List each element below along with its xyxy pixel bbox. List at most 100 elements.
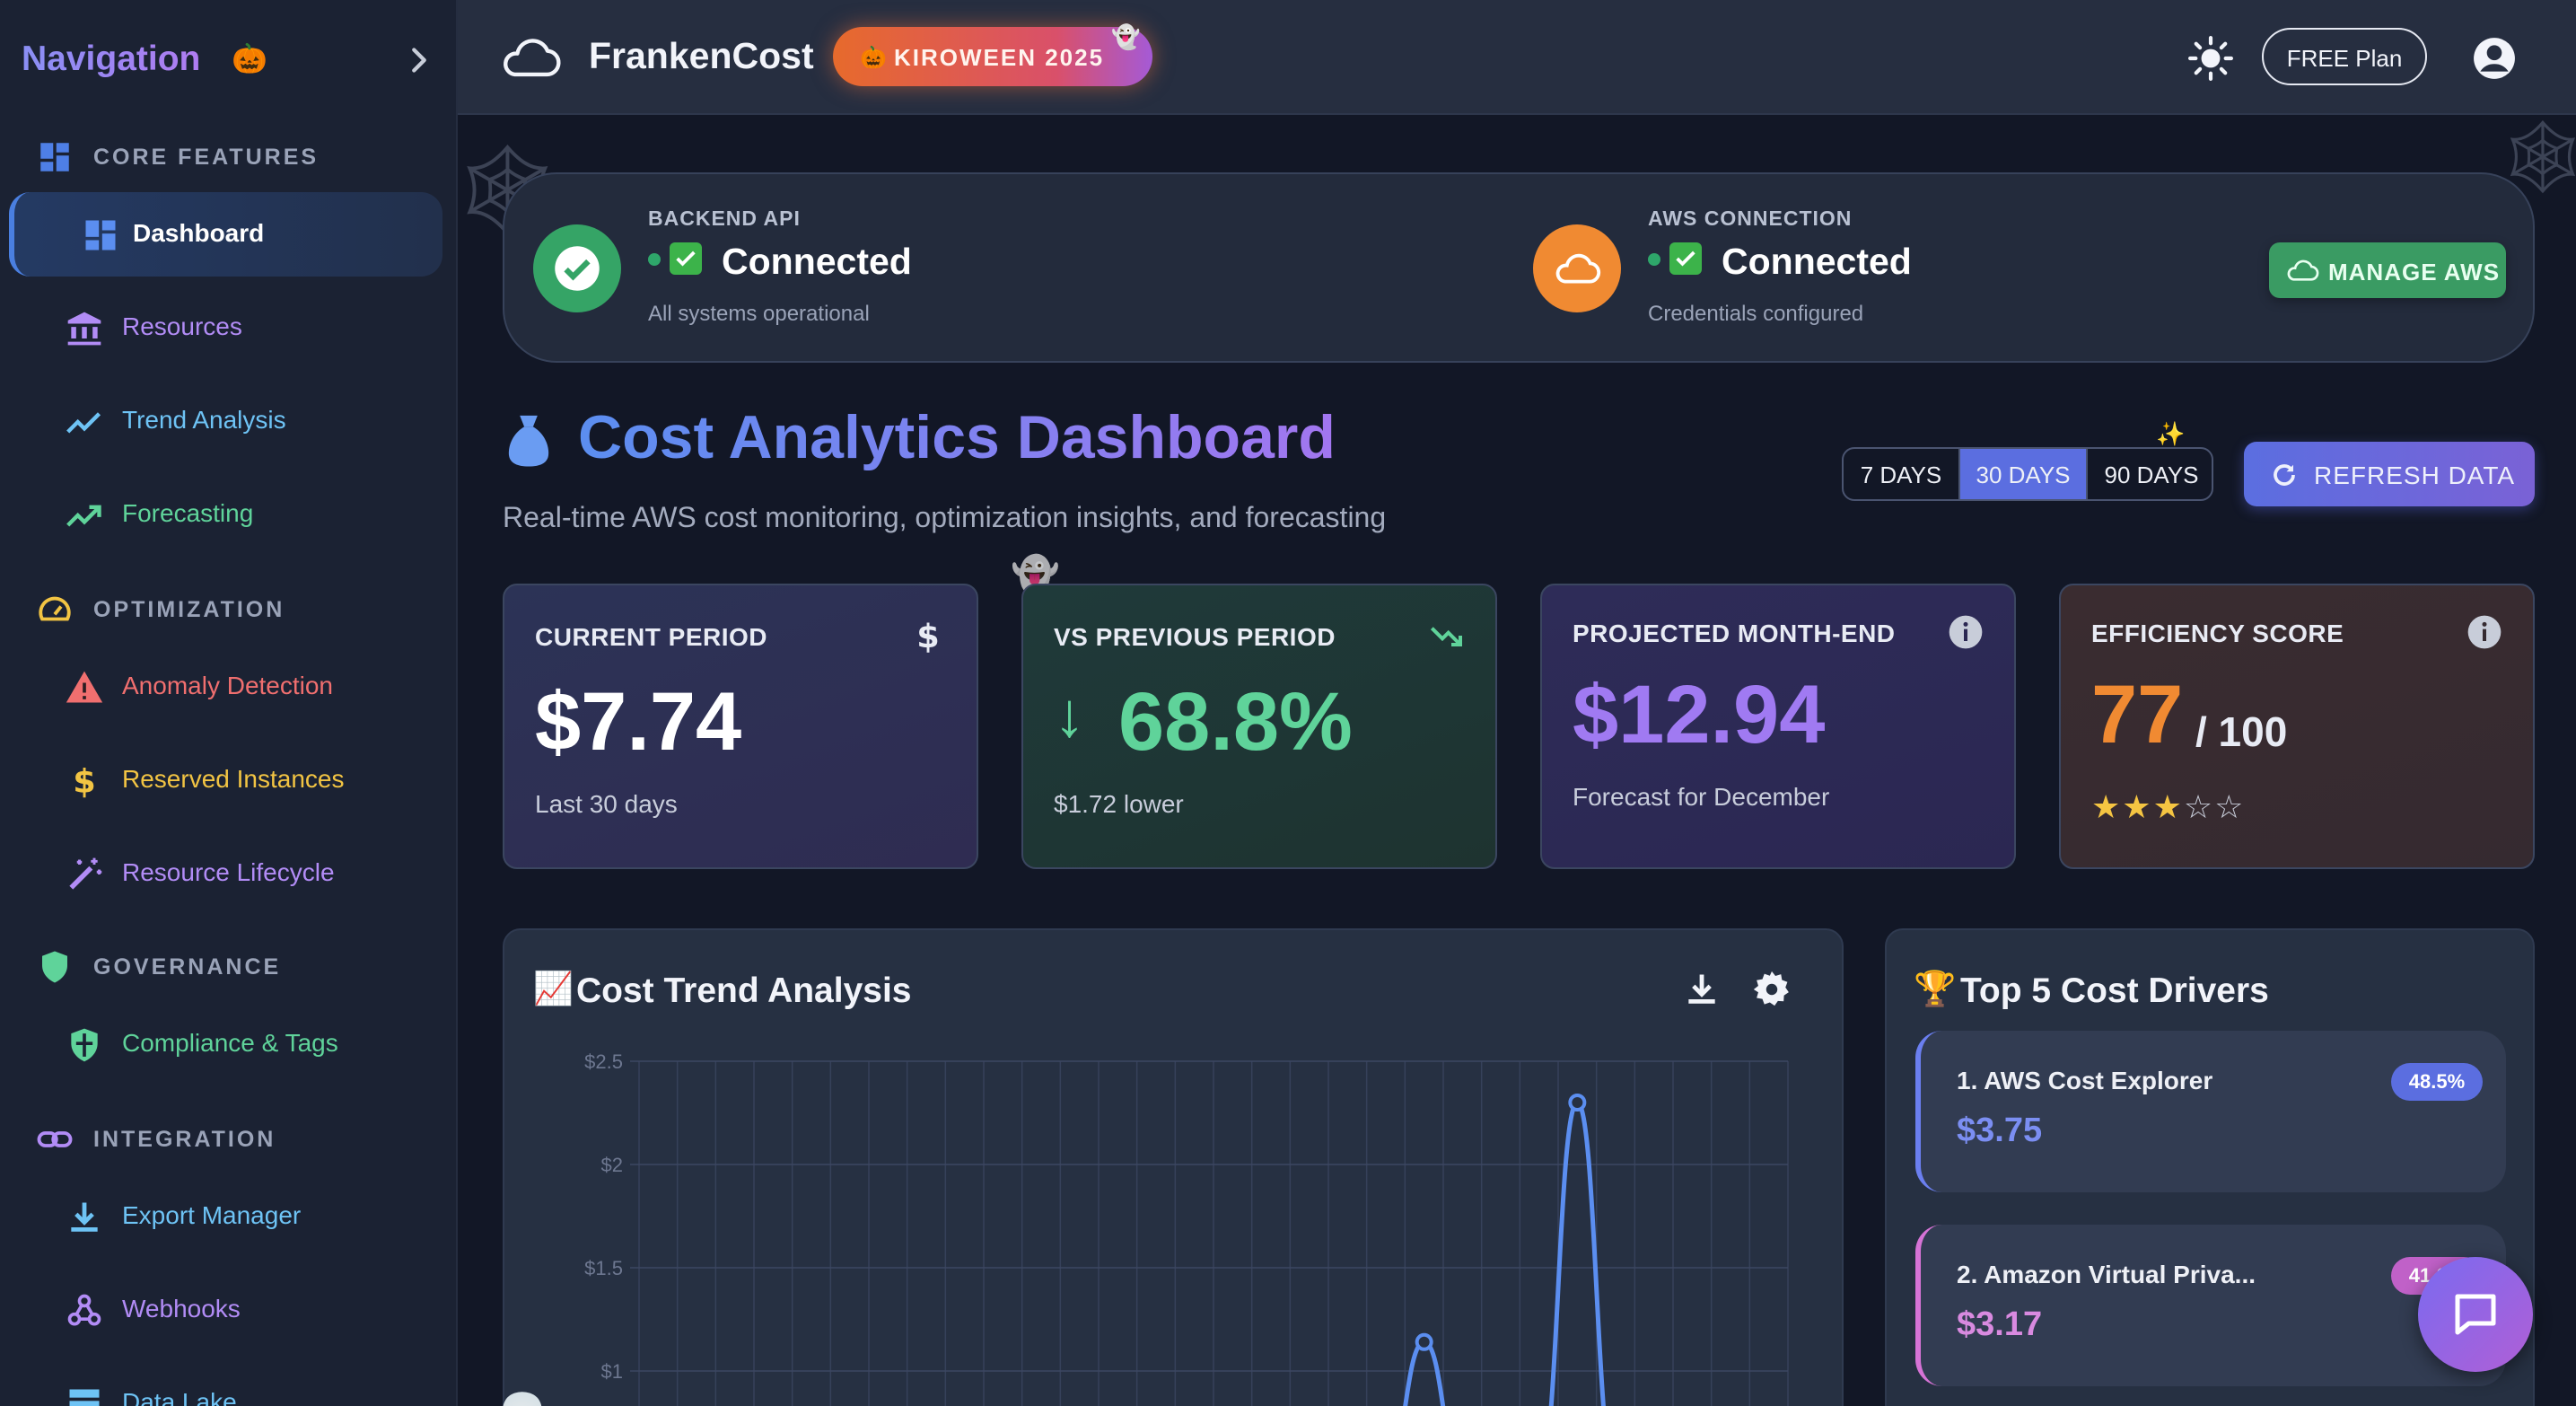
kpi-label: VS PREVIOUS PERIOD	[1054, 623, 1336, 651]
sidebar-item-label: Trend Analysis	[122, 406, 286, 434]
sidebar-item-label: Anomaly Detection	[122, 672, 334, 699]
sidebar: Navigation 🎃 CORE FEATURES Dashboard	[0, 0, 458, 1406]
section-governance: GOVERNANCE	[36, 945, 413, 986]
backend-label: BACKEND API	[648, 207, 801, 230]
driver-item[interactable]: 2. Amazon Virtual Priva... $3.17 41.0%	[1915, 1225, 2506, 1386]
webhook-icon	[67, 1294, 101, 1326]
cost-trend-chart: $2.5 $2 $1.5 $1	[584, 1050, 1789, 1406]
sidebar-item-trend-analysis[interactable]: Trend Analysis	[9, 379, 442, 463]
sidebar-item-forecasting[interactable]: Forecasting	[9, 472, 442, 557]
sidebar-item-compliance-tags[interactable]: Compliance & Tags	[9, 1002, 442, 1086]
kpi-sub: Last 30 days	[535, 790, 678, 818]
sidebar-item-dashboard[interactable]: Dashboard	[9, 192, 442, 277]
skull-icon: 💀	[495, 1390, 549, 1406]
section-integration: INTEGRATION	[36, 1117, 413, 1158]
backend-status-value: Connected	[722, 241, 912, 282]
driver-item[interactable]: 1. AWS Cost Explorer $3.75 48.5%	[1915, 1031, 2506, 1192]
data-point	[1568, 1094, 1587, 1112]
sidebar-item-label: Resource Lifecycle	[122, 858, 335, 886]
section-label: OPTIMIZATION	[93, 597, 285, 622]
info-icon[interactable]	[1948, 614, 1984, 650]
series-line	[1403, 1100, 1606, 1406]
chart-emoji-icon: 📈	[533, 970, 574, 1006]
kpi-vs-previous: VS PREVIOUS PERIOD ↓ 68.8% $1.72 lower	[1021, 584, 1497, 869]
sidebar-item-label: Webhooks	[122, 1295, 241, 1323]
section-optimization: OPTIMIZATION	[36, 587, 413, 628]
speedometer-icon	[39, 596, 71, 621]
sidebar-item-data-lake[interactable]: Data Lake	[9, 1361, 442, 1406]
sidebar-item-resource-lifecycle[interactable]: Resource Lifecycle	[9, 831, 442, 916]
status-dot	[648, 253, 661, 266]
dollar-icon: $	[916, 618, 940, 654]
y-tick-label: $1.5	[584, 1257, 623, 1279]
sidebar-item-label: Compliance & Tags	[122, 1029, 338, 1057]
download-icon[interactable]	[1682, 970, 1722, 1009]
pumpkin-icon: 🎃	[232, 42, 267, 75]
range-90-days[interactable]: 90 DAYS	[2088, 449, 2212, 499]
kiroween-badge[interactable]: 🎃 KIROWEEN 2025 👻	[833, 23, 1152, 86]
manage-aws-button[interactable]: MANAGE AWS	[2269, 242, 2506, 298]
grid-icon	[40, 143, 69, 171]
refresh-data-button[interactable]: REFRESH DATA	[2244, 442, 2535, 506]
gear-icon[interactable]	[1752, 970, 1792, 1009]
cloud-icon	[504, 39, 561, 77]
warning-icon	[66, 671, 103, 703]
link-icon	[37, 1131, 73, 1147]
star-filled-icon: ★	[2122, 788, 2153, 825]
sidebar-item-label: Reserved Instances	[122, 765, 345, 793]
kpi-projected: PROJECTED MONTH-END $12.94 Forecast for …	[1540, 584, 2016, 869]
range-7-days[interactable]: 7 DAYS	[1844, 449, 1958, 499]
plan-button[interactable]: FREE Plan	[2262, 28, 2427, 85]
range-label: 7 DAYS	[1860, 461, 1942, 488]
driver-cost: $3.17	[1957, 1305, 2043, 1343]
sidebar-item-reserved-instances[interactable]: $ Reserved Instances	[9, 738, 442, 822]
pumpkin-icon: 🎃	[860, 46, 887, 70]
chat-button[interactable]	[2418, 1257, 2533, 1372]
aws-status-icon	[1533, 224, 1621, 312]
sidebar-item-label: Forecasting	[122, 499, 254, 527]
trend-line-icon	[66, 412, 101, 434]
svg-text:$: $	[73, 762, 96, 801]
range-30-days[interactable]: 30 DAYS	[1958, 449, 2088, 499]
app-brand[interactable]: FrankenCost	[589, 35, 814, 76]
chat-icon	[2455, 1294, 2496, 1335]
trending-up-icon	[66, 505, 101, 527]
sidebar-item-anomaly-detection[interactable]: Anomaly Detection	[9, 645, 442, 729]
sidebar-item-export-manager[interactable]: Export Manager	[9, 1174, 442, 1259]
section-label: CORE FEATURES	[93, 145, 320, 170]
aws-status-sub: Credentials configured	[1648, 302, 1864, 326]
magic-wand-icon	[69, 857, 102, 890]
sun-icon[interactable]	[2188, 36, 2233, 81]
driver-cost: $3.75	[1957, 1112, 2043, 1149]
kpi-sub: Forecast for December	[1573, 783, 1830, 811]
sidebar-item-resources[interactable]: Resources	[9, 286, 442, 370]
download-icon	[71, 1202, 98, 1232]
data-point	[1415, 1332, 1433, 1351]
kpi-efficiency: EFFICIENCY SCORE 77 / 100 ★★★☆☆	[2059, 584, 2535, 869]
kpi-label: PROJECTED MONTH-END	[1573, 620, 1896, 647]
chart-title: Cost Trend Analysis	[576, 971, 912, 1010]
connection-status-card: BACKEND API Connected All systems operat…	[503, 172, 2535, 363]
kpi-label: CURRENT PERIOD	[535, 623, 768, 651]
rating-stars: ★★★☆☆	[2091, 788, 2245, 826]
account-icon[interactable]	[2472, 36, 2517, 81]
section-core-features: CORE FEATURES	[36, 135, 413, 176]
chevron-right-icon[interactable]	[399, 40, 440, 81]
sidebar-item-webhooks[interactable]: Webhooks	[9, 1268, 442, 1352]
backend-status-icon	[533, 224, 621, 312]
kpi-value: 68.8%	[1118, 676, 1353, 768]
backend-status-sub: All systems operational	[648, 302, 870, 326]
range-label: 90 DAYS	[2104, 461, 2199, 488]
sidebar-item-label: Export Manager	[122, 1201, 302, 1229]
manage-aws-label: MANAGE AWS	[2328, 259, 2501, 286]
drivers-title: Top 5 Cost Drivers	[1960, 971, 2269, 1010]
driver-percent-badge: 48.5%	[2391, 1063, 2483, 1101]
kpi-current-period: CURRENT PERIOD $ $7.74 Last 30 days	[503, 584, 978, 869]
aws-status-value: Connected	[1722, 241, 1912, 282]
sparkle-icon: ✨	[2156, 420, 2186, 447]
kpi-sub: $1.72 lower	[1054, 790, 1184, 818]
kpi-arrow: ↓	[1054, 680, 1085, 750]
y-tick-label: $2	[601, 1154, 623, 1176]
info-icon[interactable]	[2466, 614, 2502, 650]
